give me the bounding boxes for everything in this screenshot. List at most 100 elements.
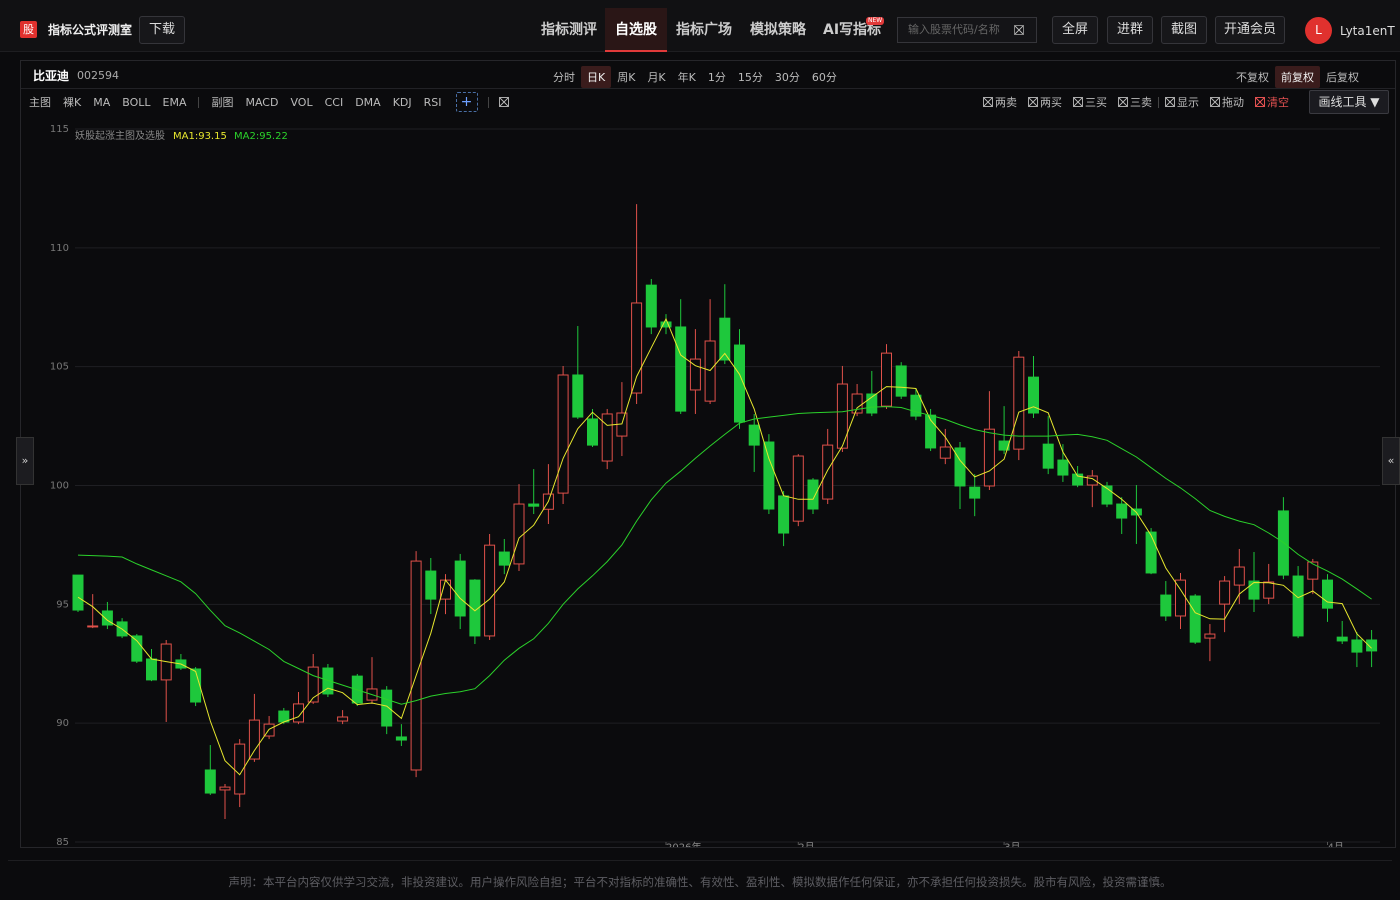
x-tick-label: 4月 — [1328, 841, 1344, 847]
tool-item[interactable]: DMA — [355, 95, 381, 109]
tool-item[interactable]: CCI — [324, 95, 344, 109]
toggle[interactable]: 拖动 — [1210, 94, 1244, 110]
period-tab[interactable]: 15分 — [737, 71, 763, 84]
disclaimer: 声明：本平台内容仅供学习交流，非投资建议。用户操作风险自担；平台不对指标的准确性… — [228, 875, 1172, 889]
nav-item[interactable]: 自选股 — [605, 8, 667, 52]
candle-body — [998, 440, 1010, 451]
search-box[interactable]: 输入股票代码/名称 — [897, 17, 1037, 43]
nav-item[interactable]: 指标广场 — [676, 22, 732, 38]
candle-body — [587, 418, 598, 446]
signal-toggle[interactable]: 三卖 — [1118, 94, 1152, 110]
signal-toggle[interactable]: 两卖 — [983, 94, 1017, 110]
button[interactable]: 开通会员 — [1215, 16, 1285, 44]
tool-item[interactable]: 副图 — [211, 96, 234, 109]
label: 三卖 — [1130, 96, 1152, 109]
stock-info: 比亚迪 002594 — [33, 67, 119, 83]
legend-entry: MA1:93.15 — [173, 131, 227, 142]
candle-body — [1042, 443, 1054, 469]
candle-body — [1351, 639, 1363, 653]
period-tab[interactable]: 1分 — [707, 71, 726, 84]
candle-body — [1292, 575, 1304, 637]
y-tick-label: 90 — [56, 718, 69, 729]
tool-item[interactable]: MACD — [245, 95, 279, 109]
candle-body — [557, 374, 569, 494]
nav-item[interactable]: AI写指标 — [823, 22, 882, 38]
candle-body — [1175, 579, 1186, 617]
chart: 85 90 95 100 105 110 115 2026年 2月 3月 4月 妖股起涨主图及选股 MA… — [50, 124, 1380, 847]
y-tick-label: 105 — [50, 362, 69, 373]
period-tab[interactable]: 60分 — [811, 71, 837, 84]
nav-item[interactable]: 模拟策略 — [750, 22, 806, 38]
signal-toggle[interactable]: 两买 — [1028, 94, 1062, 110]
candle-body — [763, 441, 775, 510]
candle-body — [660, 321, 672, 328]
toggle[interactable]: 显示 — [1165, 94, 1199, 110]
tool-item[interactable]: EMA — [162, 95, 187, 109]
candle-body — [1189, 595, 1201, 643]
period-tab[interactable]: 分时 — [553, 71, 575, 84]
avatar[interactable]: L — [1305, 17, 1332, 44]
candle-body — [440, 579, 451, 600]
tool-item[interactable]: KDJ — [392, 95, 412, 109]
add-indicator[interactable]: + — [455, 92, 478, 112]
ma-line — [77, 317, 1372, 776]
x-tick-label: 2月 — [798, 841, 814, 847]
candle-body — [1307, 561, 1319, 580]
adjust-tab[interactable]: 不复权 — [1236, 71, 1269, 84]
candle-body — [969, 486, 981, 499]
period-tab[interactable]: 月K — [647, 71, 666, 84]
y-tick-label: 95 — [56, 599, 69, 610]
expand-left[interactable]: » — [16, 437, 34, 485]
period-tabs: 分时 日K 周K 月K 年K 1分 15分 30分 60分 — [547, 66, 843, 88]
candle-body — [939, 446, 951, 459]
clear-icon[interactable] — [1014, 25, 1024, 35]
tool-item[interactable]: MA — [93, 95, 111, 109]
tool-item[interactable]: VOL — [290, 95, 313, 109]
candle-body — [1028, 376, 1039, 414]
close-icon[interactable] — [498, 97, 509, 107]
tool-item[interactable]: 裸K — [63, 96, 82, 109]
candle-body — [734, 344, 745, 423]
candle-body — [1101, 485, 1113, 505]
separator — [1158, 96, 1159, 108]
nav-item[interactable]: 指标测评 — [541, 22, 597, 38]
draw-tool-button[interactable]: 画线工具 ▼ — [1309, 90, 1389, 114]
button[interactable]: 进群 — [1107, 16, 1153, 44]
candle-body — [719, 317, 731, 361]
stock-name: 比亚迪 — [33, 68, 70, 83]
candle-body — [866, 393, 878, 414]
candle-body — [792, 455, 804, 522]
adjust-tab[interactable]: 后复权 — [1326, 71, 1359, 84]
candle-body — [689, 358, 701, 391]
tool-item[interactable]: RSI — [423, 95, 442, 109]
candle-body — [895, 365, 907, 397]
expand-right[interactable]: « — [1382, 437, 1400, 485]
y-tick-label: 110 — [50, 243, 69, 254]
period-tab[interactable]: 周K — [617, 71, 636, 84]
candle-body — [704, 340, 716, 402]
signal-toggle[interactable]: 三买 — [1073, 94, 1107, 110]
button[interactable]: 截图 — [1161, 16, 1207, 44]
download-button[interactable]: 下载 — [139, 16, 185, 44]
candle-body — [1145, 531, 1157, 574]
period-tab[interactable]: 30分 — [774, 71, 800, 84]
tool-item[interactable]: 主图 — [29, 96, 51, 109]
candle-body — [1160, 594, 1172, 617]
button[interactable]: 全屏 — [1052, 16, 1098, 44]
candle-body — [836, 383, 848, 449]
username[interactable]: Lyta1enT — [1340, 24, 1395, 38]
candle-body — [1013, 356, 1025, 450]
clear-toggle[interactable]: 清空 — [1255, 94, 1289, 110]
candle-body — [190, 668, 202, 703]
period-tab[interactable]: 日K — [581, 66, 612, 88]
adjust-tab[interactable]: 前复权 — [1275, 66, 1320, 88]
candle-body — [484, 544, 496, 637]
candle-body — [631, 302, 643, 394]
candle-body — [1322, 579, 1333, 609]
candle-body — [454, 560, 466, 617]
candle-body — [528, 503, 540, 507]
tool-item[interactable]: BOLL — [122, 95, 151, 109]
candle-body — [293, 703, 304, 723]
period-tab[interactable]: 年K — [677, 71, 696, 84]
